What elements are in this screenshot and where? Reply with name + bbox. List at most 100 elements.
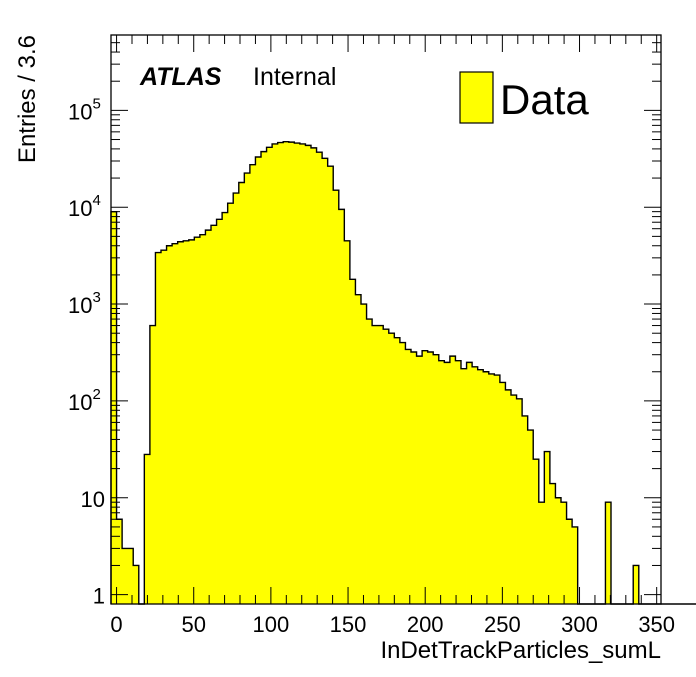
histogram-bar bbox=[555, 497, 562, 604]
x-tick-label: 350 bbox=[638, 612, 675, 637]
histogram-bar bbox=[444, 362, 451, 604]
histogram-bar bbox=[199, 234, 206, 604]
histogram-bar bbox=[299, 143, 306, 604]
histogram-bar bbox=[433, 354, 440, 604]
histogram-bar bbox=[249, 164, 256, 604]
histogram-bar bbox=[466, 362, 473, 604]
histogram-bar bbox=[411, 351, 417, 604]
y-tick-label: 105 bbox=[68, 95, 101, 124]
histogram-bar bbox=[333, 190, 340, 604]
histogram-bar bbox=[127, 548, 134, 604]
histogram-bar bbox=[499, 382, 506, 604]
histogram-bar bbox=[511, 395, 517, 604]
histogram-bar bbox=[266, 147, 273, 605]
histogram-bar bbox=[494, 375, 501, 604]
histogram-bar bbox=[483, 371, 490, 604]
histogram-bar bbox=[488, 373, 495, 604]
histogram-bar bbox=[227, 203, 234, 604]
histogram-bar bbox=[455, 360, 462, 604]
legend: Data bbox=[459, 71, 589, 124]
histogram-bar bbox=[605, 502, 612, 604]
histogram-bar bbox=[572, 526, 579, 604]
histogram-bar bbox=[405, 349, 412, 604]
x-tick-label: 200 bbox=[407, 612, 444, 637]
x-tick-label: 250 bbox=[484, 612, 521, 637]
histogram-bar bbox=[349, 279, 356, 604]
histogram-bar bbox=[205, 230, 212, 604]
axis-ticks bbox=[111, 34, 661, 604]
histogram-bar bbox=[211, 225, 217, 604]
histogram-bar bbox=[255, 157, 262, 604]
y-tick-labels: 1 10 102 103 104 105 bbox=[68, 95, 105, 608]
x-tick-label: 50 bbox=[181, 612, 205, 637]
histogram-bar bbox=[633, 565, 640, 604]
histogram-bar bbox=[272, 143, 279, 604]
histogram-bar bbox=[149, 325, 156, 604]
histogram-bar bbox=[166, 245, 173, 604]
histogram-bar bbox=[172, 243, 179, 604]
x-tick-labels: 0 50 100 150 200 250 300 350 bbox=[110, 612, 675, 637]
y-tick-label: 1 bbox=[93, 584, 105, 609]
histogram-bar bbox=[516, 398, 523, 604]
histogram-outline bbox=[110, 140, 696, 605]
histogram-bar bbox=[372, 325, 379, 604]
histogram-bar bbox=[311, 147, 317, 604]
histogram-bar bbox=[338, 209, 345, 604]
histogram-bar bbox=[399, 342, 406, 604]
y-tick-label: 104 bbox=[68, 192, 101, 221]
histogram-bars bbox=[111, 141, 640, 605]
histogram-bar bbox=[477, 369, 484, 604]
histogram-bar bbox=[161, 250, 167, 604]
histogram-bar bbox=[133, 565, 140, 604]
histogram-bar bbox=[449, 356, 456, 604]
x-tick-label: 0 bbox=[110, 612, 122, 637]
histogram-bar bbox=[527, 430, 534, 604]
histogram-bar bbox=[116, 519, 123, 604]
histogram-bar bbox=[122, 548, 129, 604]
histogram-bar bbox=[366, 319, 373, 604]
histogram-bar bbox=[294, 143, 301, 604]
histogram-bar bbox=[222, 212, 229, 604]
histogram-bar bbox=[422, 350, 429, 604]
legend-label-data: Data bbox=[500, 76, 589, 123]
histogram-bar bbox=[305, 145, 312, 604]
histogram-bar bbox=[244, 173, 251, 605]
x-axis-title: InDetTrackParticles_sumL bbox=[380, 637, 661, 664]
x-tick-label: 100 bbox=[253, 612, 290, 637]
histogram-bar bbox=[549, 483, 556, 604]
histogram-bar bbox=[177, 241, 184, 604]
histogram-bar bbox=[377, 325, 384, 604]
histogram-bar bbox=[194, 237, 201, 604]
histogram-bar bbox=[522, 415, 529, 604]
histogram-bar bbox=[233, 193, 240, 604]
atlas-status: Internal bbox=[253, 63, 336, 91]
x-tick-label: 150 bbox=[330, 612, 367, 637]
legend-swatch-data bbox=[459, 71, 494, 124]
histogram-bar bbox=[383, 329, 390, 604]
histogram-bar bbox=[427, 351, 434, 604]
histogram-bar bbox=[438, 360, 445, 604]
histogram-bar bbox=[416, 356, 423, 604]
y-tick-label: 10 bbox=[81, 487, 105, 512]
y-tick-label: 102 bbox=[68, 386, 101, 415]
histogram-bar bbox=[238, 182, 245, 605]
histogram-bar bbox=[216, 219, 223, 604]
histogram-bar bbox=[327, 166, 334, 604]
histogram-bar bbox=[277, 142, 284, 604]
histogram-bar bbox=[261, 151, 267, 604]
histogram-bar bbox=[344, 240, 351, 605]
histogram-bar bbox=[283, 141, 290, 604]
x-tick-label: 300 bbox=[561, 612, 598, 637]
histogram-bar bbox=[155, 252, 162, 604]
atlas-label: ATLAS bbox=[139, 63, 222, 91]
histogram-bar bbox=[461, 368, 467, 604]
histogram-bar bbox=[188, 239, 195, 604]
histogram-bar bbox=[361, 304, 367, 604]
histogram-bar bbox=[288, 142, 295, 604]
histogram-bar bbox=[566, 519, 573, 604]
y-axis-title: Entries / 3.6 bbox=[14, 35, 41, 163]
histogram-bar bbox=[183, 240, 190, 605]
histogram-bar bbox=[505, 389, 512, 604]
